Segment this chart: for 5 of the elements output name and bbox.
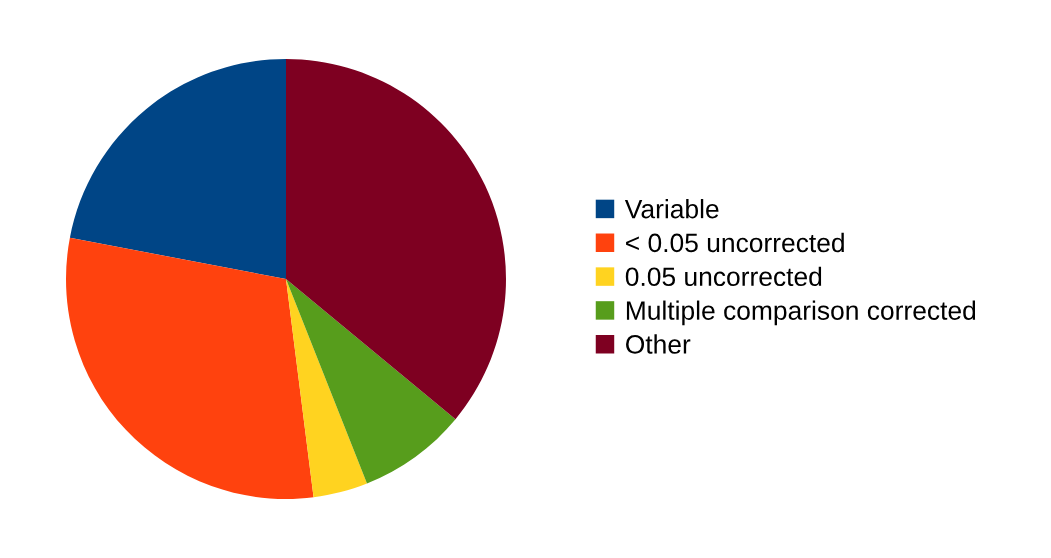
legend-label: < 0.05 uncorrected [626,232,844,253]
legend-label: 0.05 uncorrected [625,266,822,287]
legend-label: Multiple comparison corrected [626,300,976,326]
legend-label: Other [626,334,691,354]
legend-label: Variable [624,199,719,219]
